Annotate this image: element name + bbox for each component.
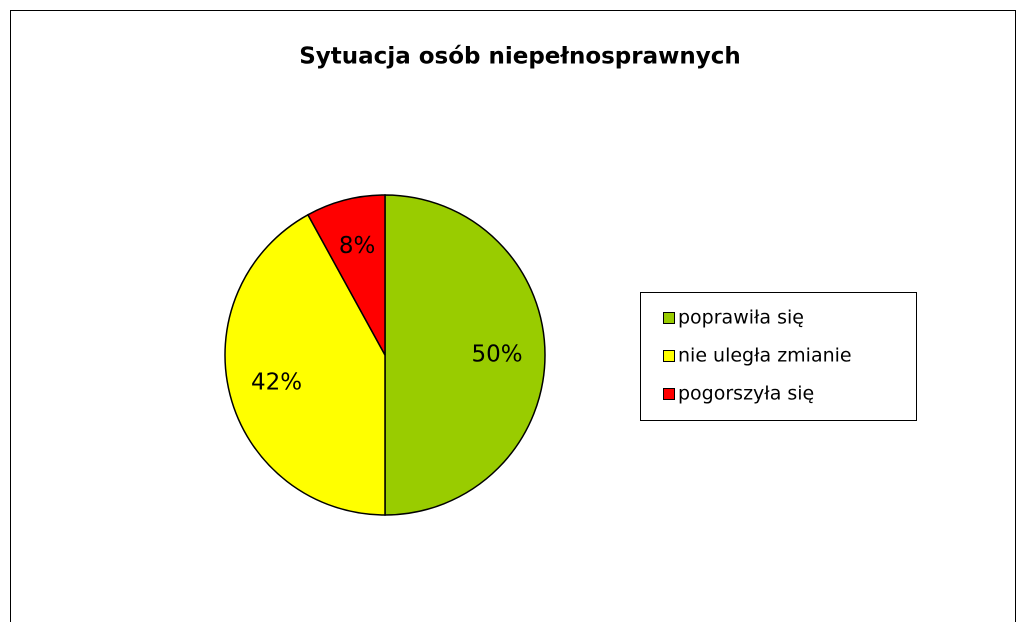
data-label: 50%: [471, 342, 522, 368]
legend-swatch: [663, 312, 675, 324]
pie-slice: [224, 213, 386, 516]
legend-label: nie uległa zmianie: [678, 345, 852, 367]
legend-label: pogorszyła się: [678, 383, 814, 405]
legend-box: [640, 292, 917, 421]
chart-title: Sytuacja osób niepełnosprawnych: [299, 44, 741, 70]
pie-slice: [384, 194, 546, 516]
legend-swatch: [663, 350, 675, 362]
data-label: 8%: [339, 233, 376, 259]
pie-slice: [306, 194, 386, 356]
legend-label: poprawiła się: [678, 307, 804, 329]
legend-swatch: [663, 388, 675, 400]
data-label: 42%: [251, 369, 302, 395]
